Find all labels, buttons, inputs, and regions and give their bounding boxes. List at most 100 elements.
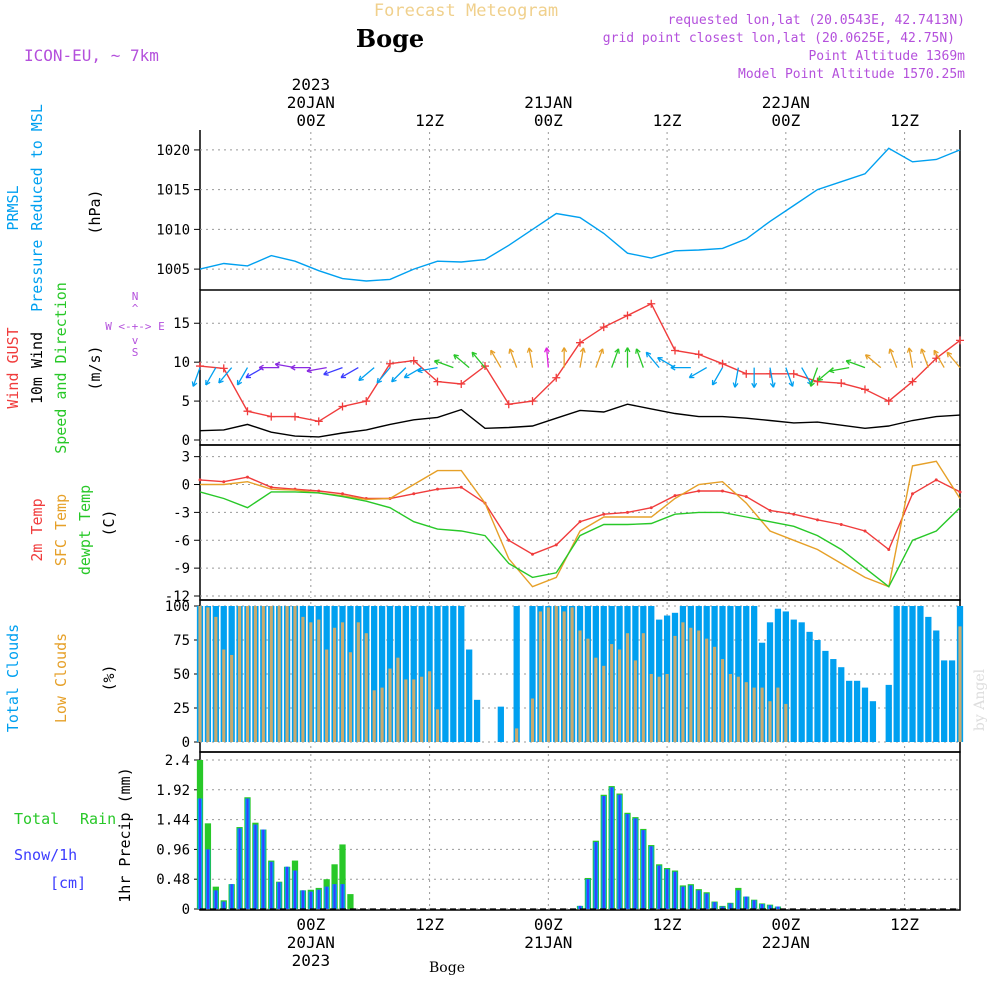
bar-low-clouds bbox=[736, 676, 740, 742]
bar-low-clouds bbox=[340, 622, 345, 742]
bar-snow-core bbox=[594, 841, 597, 909]
wind-arrow-head bbox=[732, 382, 739, 388]
bar-low-clouds bbox=[214, 616, 218, 742]
panel-clouds: 0 25 50 75 100 bbox=[165, 599, 964, 753]
wind-arrow bbox=[734, 367, 739, 388]
wind-arrow-head bbox=[864, 354, 871, 360]
wind-arrow-head bbox=[403, 373, 410, 379]
bar-snow-core bbox=[689, 885, 692, 909]
top-axis-label: 22JAN bbox=[762, 93, 810, 112]
wind-arrow bbox=[471, 351, 486, 369]
y-tick-label: 0 bbox=[182, 902, 190, 918]
wind-arrow-head bbox=[598, 348, 605, 354]
gust-marker bbox=[386, 359, 394, 368]
model-label: ICON-EU, ~ 7km bbox=[24, 46, 159, 65]
label-pressure-msl: Pressure Reduced to MSL bbox=[28, 104, 46, 312]
bar-low-clouds bbox=[325, 649, 329, 742]
temp-point bbox=[958, 490, 962, 494]
bar-snow-core bbox=[325, 886, 328, 909]
temp-point bbox=[768, 509, 772, 513]
compass-s: S bbox=[132, 346, 139, 359]
bar-low-clouds bbox=[388, 668, 392, 742]
bar-low-clouds bbox=[673, 635, 677, 742]
bar-total-clouds bbox=[933, 630, 940, 742]
gust-marker bbox=[433, 377, 442, 386]
label-prmsl: PRMSL bbox=[4, 185, 22, 230]
panel-temperature: -12 -9 -6 -3 0 3 bbox=[165, 444, 962, 605]
bar-total-precip bbox=[339, 844, 346, 909]
gust-marker bbox=[576, 338, 584, 347]
y-tick-label: 75 bbox=[173, 633, 190, 649]
series-line-2m-temp bbox=[199, 476, 961, 555]
temp-point bbox=[578, 520, 582, 524]
bar-total-clouds bbox=[822, 650, 829, 742]
temp-point bbox=[246, 475, 249, 479]
label-sfc-temp: SFC Temp bbox=[52, 494, 70, 566]
bar-low-clouds bbox=[428, 671, 432, 742]
bar-low-clouds bbox=[713, 646, 717, 742]
bar-low-clouds bbox=[586, 638, 590, 742]
bar-low-clouds bbox=[404, 679, 408, 742]
bar-snow-core bbox=[674, 871, 676, 909]
wind-arrow-head bbox=[391, 376, 397, 383]
bar-total-clouds bbox=[838, 667, 845, 742]
wind-arrow-head bbox=[526, 347, 533, 353]
temp-point bbox=[721, 489, 724, 493]
top-axis-label: 20JAN bbox=[287, 93, 335, 112]
temp-point bbox=[697, 489, 701, 493]
wind-arrow bbox=[845, 360, 866, 369]
label-total-clouds: Total Clouds bbox=[4, 624, 22, 732]
gust-marker bbox=[362, 397, 371, 406]
bar-snow-core bbox=[333, 884, 336, 909]
bar-snow-core bbox=[586, 879, 589, 909]
bar-low-clouds bbox=[705, 638, 709, 742]
temp-point bbox=[412, 492, 416, 496]
temp-point bbox=[531, 552, 534, 556]
bar-low-clouds bbox=[515, 728, 519, 742]
wind-arrow bbox=[205, 367, 217, 386]
bar-low-clouds bbox=[760, 687, 764, 742]
wind-arrow bbox=[946, 351, 961, 369]
label-rain: Rain bbox=[80, 810, 116, 828]
bar-low-clouds bbox=[380, 687, 384, 742]
bar-snow-core bbox=[626, 814, 629, 909]
wind-arrow-head bbox=[434, 359, 440, 365]
y-tick-label: 1.44 bbox=[156, 813, 190, 829]
wind-arrow-head bbox=[358, 375, 364, 382]
gust-marker bbox=[314, 417, 323, 426]
bottom-axis-label: 20JAN bbox=[287, 933, 335, 952]
bar-low-clouds bbox=[618, 649, 622, 742]
panel-frame bbox=[199, 751, 961, 911]
bottom-axis-label: 21JAN bbox=[524, 933, 572, 952]
gust-marker bbox=[813, 377, 822, 386]
wind-arrow-head bbox=[888, 348, 895, 354]
wind-arrow bbox=[236, 367, 249, 386]
wind-arrow-head bbox=[543, 347, 550, 353]
bottom-axis-label: 12Z bbox=[890, 915, 919, 934]
bar-low-clouds bbox=[665, 674, 669, 742]
bar-total-clouds bbox=[442, 606, 449, 742]
bottom-axis-label: 00Z bbox=[771, 915, 800, 934]
bar-snow-core bbox=[737, 890, 740, 909]
bar-total-clouds bbox=[473, 699, 481, 742]
top-axis-label: 12Z bbox=[653, 111, 682, 130]
bar-snow-core bbox=[262, 829, 265, 909]
requested-coords: requested lon,lat (20.0543E, 42.7413N) bbox=[668, 13, 965, 28]
compass-up: ^ bbox=[132, 302, 139, 315]
wind-arrow-head bbox=[614, 348, 620, 354]
bar-snow-core bbox=[650, 846, 653, 909]
bar-low-clouds bbox=[594, 657, 598, 742]
temp-point bbox=[792, 512, 796, 516]
bar-low-clouds bbox=[784, 703, 788, 742]
watermark: by Angel bbox=[972, 668, 988, 731]
bar-low-clouds bbox=[530, 698, 535, 742]
gust-marker bbox=[884, 397, 893, 406]
location-title: Boge bbox=[356, 24, 424, 53]
bar-low-clouds bbox=[641, 633, 645, 742]
y-tick-label: 3 bbox=[182, 450, 190, 466]
wind-arrow-head bbox=[508, 348, 515, 354]
wind-arrow bbox=[889, 348, 898, 368]
label-precip-unit: 1hr Precip (mm) bbox=[116, 767, 134, 902]
wind-arrow-head bbox=[946, 351, 953, 358]
temp-point bbox=[507, 538, 511, 542]
